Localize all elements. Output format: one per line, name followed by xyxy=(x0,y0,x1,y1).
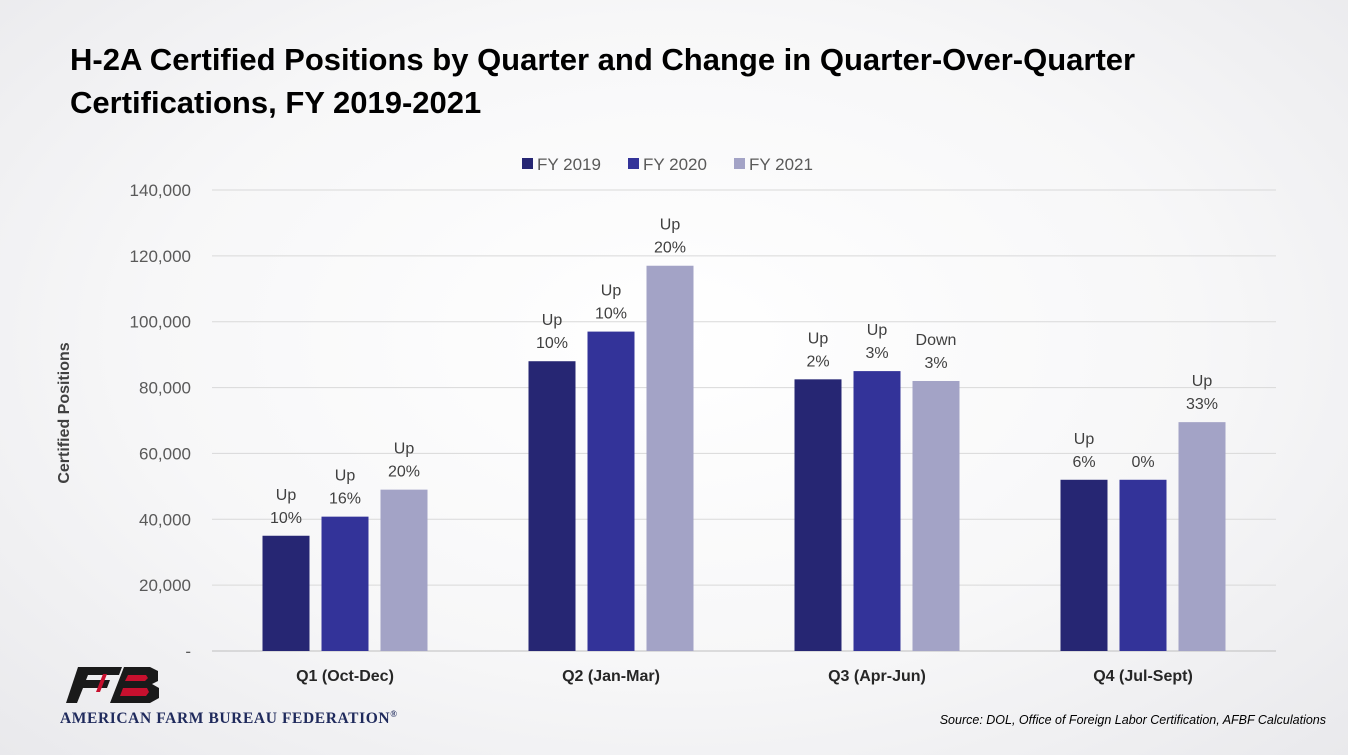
data-label: Up xyxy=(601,283,622,300)
data-label: Up xyxy=(1192,373,1213,390)
data-label: Down xyxy=(916,332,957,349)
bar xyxy=(262,535,310,651)
x-axis-categories: Q1 (Oct-Dec) Q2 (Jan-Mar) Q3 (Apr-Jun) Q4 (… xyxy=(296,668,1193,685)
y-tick-label: 20,000 xyxy=(139,576,191,595)
data-label: 16% xyxy=(329,491,361,508)
bar-chart: - 20,000 40,000 60,000 80,000 100,000 120,000 1… xyxy=(56,155,1276,685)
bar xyxy=(380,489,428,651)
y-tick-label: - xyxy=(185,642,191,661)
y-tick-label: 40,000 xyxy=(139,510,191,529)
data-label: 10% xyxy=(536,335,568,352)
data-label: Up xyxy=(808,330,829,347)
data-label: Up xyxy=(276,487,297,504)
legend-swatch xyxy=(734,158,745,169)
data-label: 6% xyxy=(1072,454,1095,471)
legend: FY 2019 FY 2020 FY 2021 xyxy=(522,155,813,174)
data-label: 3% xyxy=(924,355,947,372)
y-axis-ticks: - 20,000 40,000 60,000 80,000 100,000 120,000 1… xyxy=(130,181,191,661)
legend-label: FY 2019 xyxy=(537,155,601,174)
legend-swatch xyxy=(522,158,533,169)
data-label: Up xyxy=(542,312,563,329)
chart-title: H-2A Certified Positions by Quarter and … xyxy=(70,42,1136,120)
legend-label: FY 2021 xyxy=(749,155,813,174)
bar xyxy=(587,331,635,651)
data-label: 3% xyxy=(865,345,888,362)
data-label: 10% xyxy=(270,510,302,527)
data-labels: 10% Up 16% Up 20% Up 10% Up 10% Up 20% Up 2% Up 3% Up 3%… xyxy=(270,217,1218,527)
x-category-label: Q1 (Oct-Dec) xyxy=(296,668,394,685)
data-label: Up xyxy=(394,441,415,458)
data-label: Up xyxy=(867,322,888,339)
x-category-label: Q4 (Jul-Sept) xyxy=(1093,668,1193,685)
legend-label: FY 2020 xyxy=(643,155,707,174)
data-label: 10% xyxy=(595,306,627,323)
farm-bureau-logo-mark xyxy=(66,667,159,703)
data-label: 20% xyxy=(388,464,420,481)
y-tick-label: 100,000 xyxy=(130,313,191,332)
y-axis-label: Certified Positions xyxy=(56,342,73,483)
bars xyxy=(262,265,1226,651)
x-category-label: Q2 (Jan-Mar) xyxy=(562,668,660,685)
bar xyxy=(646,265,694,651)
farm-bureau-logo: AMERICAN FARM BUREAU FEDERATION® xyxy=(60,665,500,735)
data-label: 33% xyxy=(1186,396,1218,413)
data-label: Up xyxy=(335,468,356,485)
y-tick-label: 80,000 xyxy=(139,379,191,398)
data-label: 0% xyxy=(1131,454,1154,471)
data-label: 2% xyxy=(806,353,829,370)
bar xyxy=(1178,422,1226,651)
data-label: Up xyxy=(1074,431,1095,448)
bar xyxy=(528,361,576,651)
source-note: Source: DOL, Office of Foreign Labor Cer… xyxy=(939,713,1326,727)
data-label: Up xyxy=(660,217,681,234)
org-name: AMERICAN FARM BUREAU FEDERATION® xyxy=(60,709,398,728)
legend-swatch xyxy=(628,158,639,169)
data-label: 20% xyxy=(654,240,686,257)
bar xyxy=(853,371,901,651)
bar xyxy=(794,379,842,651)
y-tick-label: 120,000 xyxy=(130,247,191,266)
bar xyxy=(912,380,960,651)
bar xyxy=(1060,479,1108,651)
gridlines xyxy=(212,189,1276,652)
y-tick-label: 140,000 xyxy=(130,181,191,200)
bar xyxy=(1119,479,1167,651)
bar xyxy=(321,516,369,651)
y-tick-label: 60,000 xyxy=(139,444,191,463)
x-category-label: Q3 (Apr-Jun) xyxy=(828,668,926,685)
